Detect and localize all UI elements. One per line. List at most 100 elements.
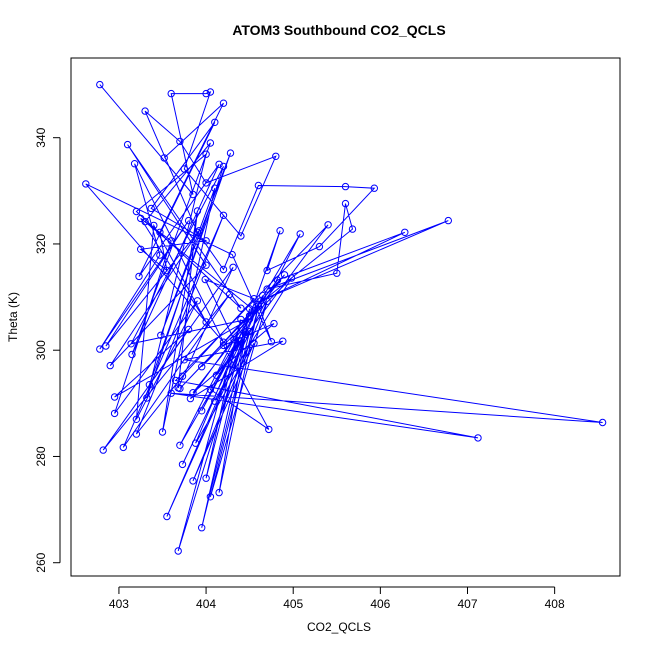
data-point xyxy=(219,211,228,220)
data-point xyxy=(193,207,202,215)
data-point xyxy=(202,261,210,269)
data-point xyxy=(206,88,215,96)
data-point xyxy=(106,361,114,370)
data-point xyxy=(229,263,237,271)
data-point xyxy=(474,434,482,442)
data-point xyxy=(219,341,228,350)
data-point xyxy=(147,204,155,213)
data-point xyxy=(348,225,357,233)
data-point xyxy=(324,221,332,229)
data-point xyxy=(215,160,223,169)
data-point xyxy=(137,245,145,254)
data-point xyxy=(250,295,258,303)
data-point xyxy=(263,297,271,305)
data-point xyxy=(267,338,276,346)
data-point xyxy=(280,271,289,279)
data-point xyxy=(219,338,228,346)
data-point xyxy=(235,336,243,345)
data-point xyxy=(178,460,187,469)
y-tick-label: 280 xyxy=(34,446,48,466)
data-point xyxy=(237,304,245,312)
data-point xyxy=(211,184,219,192)
data-point xyxy=(202,179,210,187)
data-point xyxy=(132,207,141,216)
data-point xyxy=(178,372,187,380)
x-tick-label: 408 xyxy=(545,597,565,611)
data-point xyxy=(143,394,151,402)
data-point xyxy=(167,237,175,245)
data-point xyxy=(96,345,104,353)
data-point xyxy=(263,266,271,275)
x-tick-label: 406 xyxy=(370,597,390,611)
data-point xyxy=(176,384,184,393)
data-point xyxy=(132,430,141,438)
data-point xyxy=(202,237,210,245)
data-point xyxy=(195,227,203,235)
data-point xyxy=(176,137,184,146)
data-point xyxy=(273,276,282,284)
y-axis-title: Theta (K) xyxy=(6,292,20,342)
data-point xyxy=(130,160,139,168)
data-point xyxy=(163,266,171,275)
data-point xyxy=(198,363,206,371)
data-point xyxy=(219,265,228,274)
plot-frame xyxy=(70,57,621,577)
data-point xyxy=(211,397,219,405)
data-point xyxy=(156,251,164,259)
data-point xyxy=(150,221,158,230)
data-point xyxy=(119,443,128,452)
data-point xyxy=(157,331,165,339)
y-tick-label: 320 xyxy=(34,234,48,254)
data-point xyxy=(276,227,284,235)
data-point xyxy=(193,228,202,237)
data-point xyxy=(201,275,209,284)
data-point xyxy=(211,118,219,127)
data-point xyxy=(206,493,215,501)
data-point xyxy=(180,165,189,173)
data-point xyxy=(341,199,350,208)
data-point xyxy=(315,242,324,251)
x-tick-label: 404 xyxy=(196,597,216,611)
data-point xyxy=(206,139,215,147)
data-point xyxy=(171,376,180,385)
data-point xyxy=(239,326,247,334)
data-point xyxy=(202,150,210,158)
data-point xyxy=(270,319,278,328)
data-point xyxy=(370,184,378,192)
data-point xyxy=(230,335,238,344)
data-point xyxy=(123,140,132,149)
plot-area xyxy=(82,80,607,555)
data-point xyxy=(254,302,263,310)
data-point xyxy=(184,216,193,225)
chart-title: ATOM3 Southbound CO2_QCLS xyxy=(232,22,445,38)
data-point xyxy=(160,154,168,162)
data-point xyxy=(189,477,197,485)
data-point xyxy=(174,547,182,555)
data-point xyxy=(279,337,287,345)
series-line xyxy=(85,84,603,552)
data-point xyxy=(401,228,409,237)
data-point xyxy=(226,149,235,157)
x-tick-label: 403 xyxy=(109,597,129,611)
data-point xyxy=(206,385,215,394)
data-point xyxy=(145,381,154,389)
data-point xyxy=(225,290,234,299)
data-point xyxy=(156,228,164,237)
data-point xyxy=(250,339,258,347)
data-point xyxy=(96,80,104,89)
data-point xyxy=(163,512,171,521)
data-point xyxy=(245,312,254,320)
data-point xyxy=(127,340,135,348)
data-point xyxy=(219,162,228,171)
data-point xyxy=(132,415,141,423)
y-axis: 260 280 300 320 340 xyxy=(34,127,61,573)
data-point xyxy=(250,306,258,315)
y-tick-label: 340 xyxy=(34,127,48,147)
data-point xyxy=(128,350,136,359)
data-point xyxy=(135,272,143,281)
data-point xyxy=(184,325,193,334)
data-point xyxy=(254,181,263,190)
data-point xyxy=(110,393,119,401)
data-point xyxy=(245,315,254,323)
